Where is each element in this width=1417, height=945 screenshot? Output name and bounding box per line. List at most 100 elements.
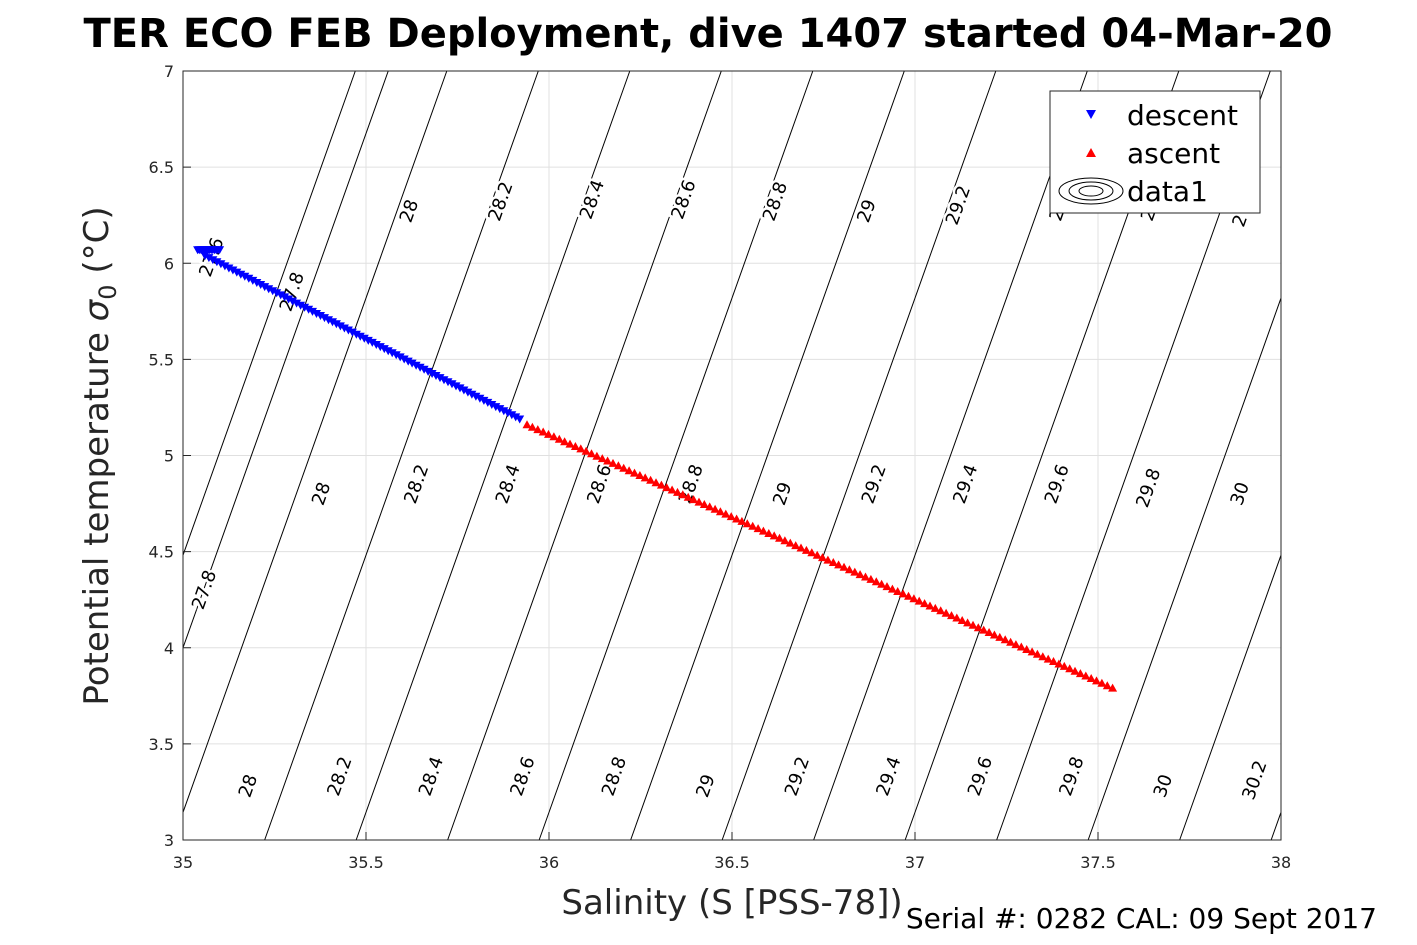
descent-marker xyxy=(499,407,509,416)
descent-marker xyxy=(475,394,485,403)
ascent-marker xyxy=(807,548,817,557)
x-tick-label: 35.5 xyxy=(348,853,384,872)
descent-marker xyxy=(208,256,218,265)
ascent-marker xyxy=(651,478,661,487)
ascent-marker xyxy=(565,439,575,448)
descent-marker xyxy=(379,345,389,354)
ascent-marker xyxy=(608,458,618,467)
descent-marker xyxy=(343,326,353,335)
ascent-marker xyxy=(834,560,844,569)
ascent-marker xyxy=(581,446,591,455)
ascent-marker xyxy=(995,632,1005,641)
descent-marker xyxy=(260,283,270,292)
descent-marker xyxy=(411,361,421,370)
ascent-marker xyxy=(705,502,715,511)
ascent-marker xyxy=(1054,659,1064,668)
y-tick-label: 3 xyxy=(164,831,174,850)
ascent-marker xyxy=(1097,678,1107,687)
ascent-marker xyxy=(904,591,913,600)
ascent-marker xyxy=(1038,652,1048,661)
descent-marker xyxy=(383,347,393,356)
x-tick-label: 38 xyxy=(1271,853,1291,872)
ascent-marker xyxy=(538,427,548,436)
density-contour-line xyxy=(355,70,631,841)
descent-marker xyxy=(407,359,417,368)
ascent-marker xyxy=(828,558,838,566)
ascent-marker xyxy=(619,463,629,472)
ascent-marker xyxy=(850,567,860,576)
ascent-marker xyxy=(699,500,709,508)
ascent-marker xyxy=(678,490,688,499)
y-axis-label-sub: 0 xyxy=(94,284,122,299)
ascent-marker xyxy=(968,620,978,629)
density-contour-line xyxy=(1087,297,1282,841)
legend-ascent-marker xyxy=(1086,148,1096,157)
ascent-marker xyxy=(721,509,731,518)
ascent-marker xyxy=(1108,683,1118,692)
ascent-marker xyxy=(823,555,833,564)
y-tick-label: 6 xyxy=(164,254,174,273)
y-tick-label: 4.5 xyxy=(149,543,174,562)
density-contour-line xyxy=(182,70,389,648)
descent-marker xyxy=(347,328,357,337)
ascent-marker xyxy=(753,524,763,533)
descent-marker xyxy=(435,374,445,383)
ascent-marker xyxy=(683,492,693,501)
descent-marker xyxy=(511,413,521,422)
descent-marker xyxy=(371,341,381,349)
ascent-marker xyxy=(984,628,994,636)
ascent-marker xyxy=(715,507,725,516)
density-contour-line xyxy=(721,70,997,841)
descent-marker xyxy=(296,301,306,310)
descent-marker xyxy=(507,411,517,420)
x-tick-label: 36 xyxy=(539,853,559,872)
ascent-marker xyxy=(1006,637,1016,646)
descent-marker xyxy=(248,276,258,285)
ascent-marker xyxy=(812,550,822,559)
ascent-marker xyxy=(893,587,903,595)
ascent-marker xyxy=(936,606,946,615)
ascent-marker xyxy=(914,596,924,605)
density-contour-line xyxy=(1179,555,1282,841)
ascent-marker xyxy=(1086,674,1096,682)
descent-marker xyxy=(308,307,317,316)
legend-data1-icon xyxy=(1058,177,1124,205)
descent-marker xyxy=(304,305,314,314)
x-tick-label: 36.5 xyxy=(714,853,750,872)
ascent-marker xyxy=(522,420,532,429)
ascent-marker xyxy=(656,480,666,489)
descent-marker xyxy=(292,299,302,308)
descent-marker xyxy=(423,367,433,376)
descent-marker xyxy=(316,312,325,320)
descent-marker xyxy=(399,355,409,364)
ascent-marker xyxy=(667,485,677,494)
ascent-marker xyxy=(544,429,553,438)
y-axis-label-main: Potential temperature xyxy=(77,321,117,705)
ascent-marker xyxy=(560,437,570,446)
ascent-marker xyxy=(801,545,811,554)
ascent-marker xyxy=(694,497,704,506)
ascent-marker xyxy=(861,572,870,581)
density-contour-line xyxy=(447,70,722,841)
descent-marker xyxy=(240,272,250,281)
descent-marker xyxy=(483,398,493,407)
descent-marker xyxy=(215,246,225,255)
ascent-marker xyxy=(710,504,720,513)
x-tick-label: 37.5 xyxy=(1080,853,1116,872)
y-axis-label-sigma: σ xyxy=(77,298,117,321)
x-axis-ticks: 35 35.5 36 36.5 37 37.5 38 xyxy=(173,832,1291,872)
density-contour-line xyxy=(813,70,1088,841)
descent-marker xyxy=(431,372,441,380)
ascent-marker xyxy=(630,468,639,477)
density-contours xyxy=(182,70,1282,841)
ascent-marker xyxy=(613,461,623,470)
descent-marker xyxy=(359,334,369,343)
y-tick-label: 4 xyxy=(164,639,174,658)
descent-marker xyxy=(228,266,238,275)
ascent-marker xyxy=(635,471,645,479)
ascent-marker xyxy=(587,449,596,458)
ascent-marker xyxy=(603,456,613,465)
ascent-marker xyxy=(1049,657,1058,665)
ascent-marker xyxy=(898,589,908,598)
